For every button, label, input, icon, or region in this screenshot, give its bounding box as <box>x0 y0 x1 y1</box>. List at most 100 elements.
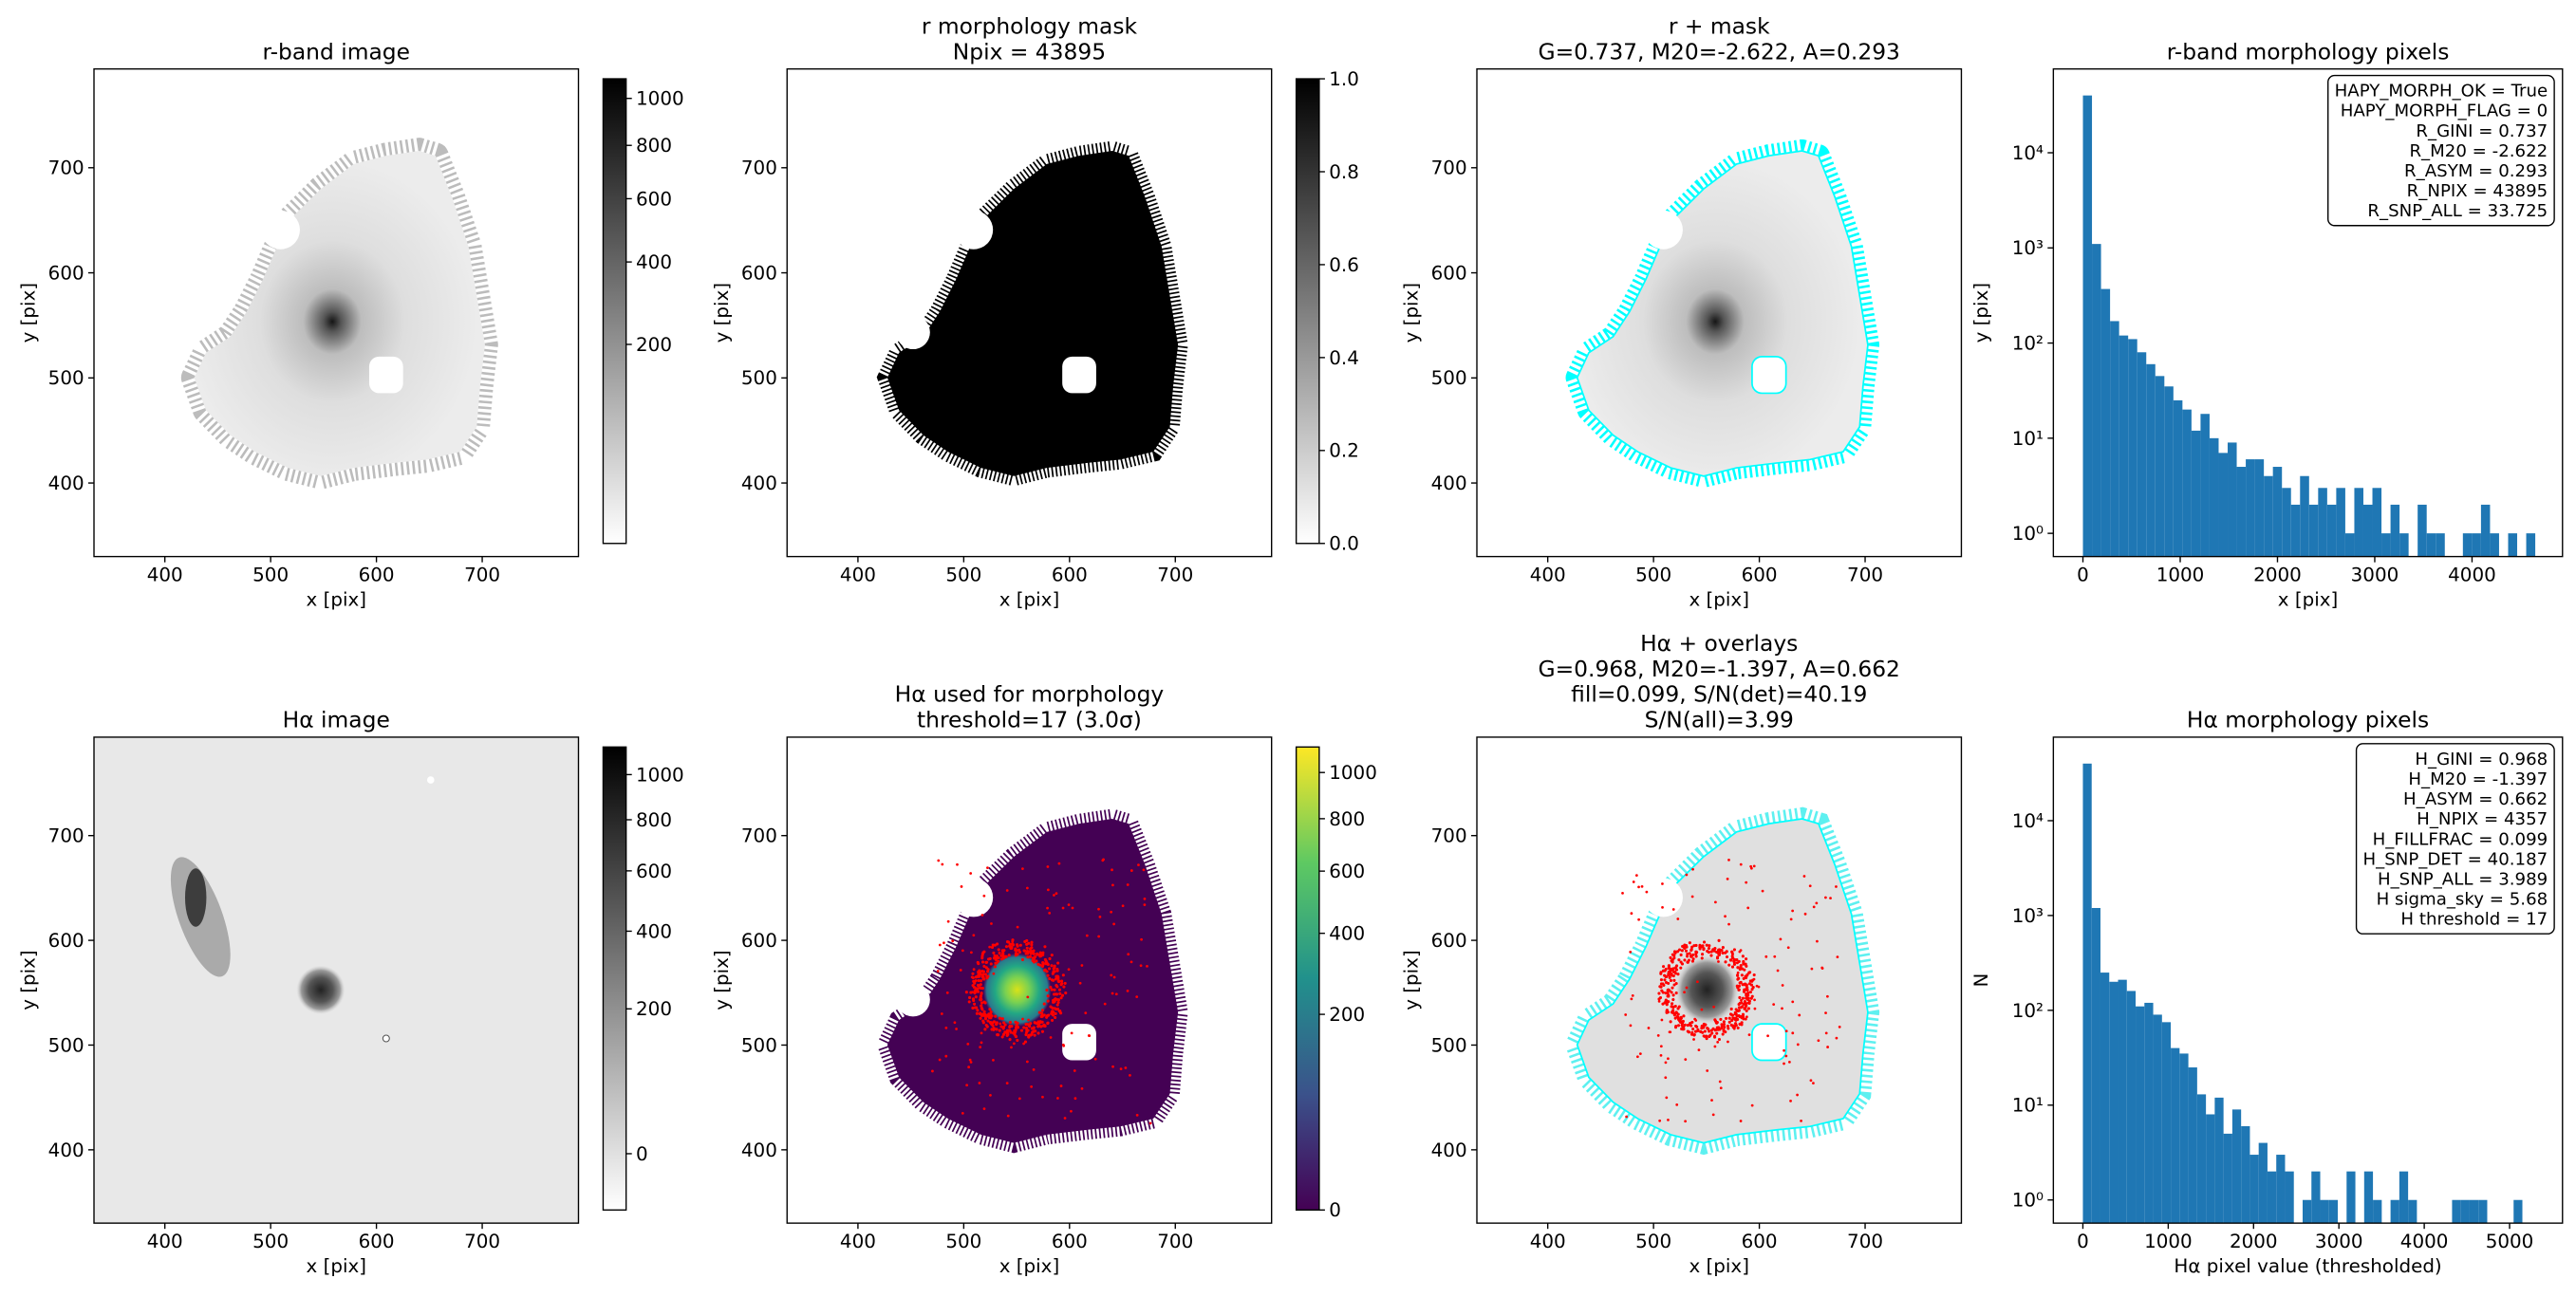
overlay-point <box>1776 969 1780 973</box>
overlay-point <box>1670 1005 1673 1009</box>
overlay-point <box>1671 908 1675 911</box>
chart-title: fill=0.099, S/N(det)=40.19 <box>1571 681 1867 708</box>
overlay-point <box>1744 974 1747 978</box>
overlay-point <box>1700 956 1704 960</box>
y-tick-label: 10³ <box>2012 905 2044 927</box>
overlay-point <box>1054 977 1057 981</box>
overlay-point <box>973 1002 977 1006</box>
overlay-point <box>979 979 983 983</box>
overlay-point <box>1715 1031 1719 1035</box>
overlay-point <box>1729 1007 1733 1011</box>
overlay-point <box>1665 1003 1669 1007</box>
overlay-point <box>972 998 976 1003</box>
overlay-point <box>1016 925 1019 929</box>
overlay-point <box>1727 963 1731 967</box>
overlay-point <box>972 968 976 972</box>
overlay-point <box>1683 947 1687 951</box>
bar <box>2318 488 2327 557</box>
overlay-point <box>971 991 974 994</box>
bar <box>2191 430 2201 557</box>
bar <box>2236 467 2247 557</box>
y-tick-label: 10⁴ <box>2012 142 2044 164</box>
overlay-point <box>1026 995 1030 999</box>
overlay-point <box>1060 982 1064 986</box>
overlay-point <box>1669 955 1672 959</box>
overlay-point <box>1071 906 1074 910</box>
overlay-point <box>1761 889 1764 893</box>
overlay-point <box>1053 988 1056 991</box>
overlay-point <box>1663 978 1667 982</box>
colorbar-tick-label: 1.0 <box>1329 68 1359 90</box>
overlay-point <box>1688 952 1691 955</box>
overlay-point <box>1747 1033 1751 1036</box>
x-tick-label: 400 <box>147 565 183 586</box>
bar <box>2326 504 2337 557</box>
overlay-point <box>1690 895 1694 899</box>
mask-notch <box>896 315 930 350</box>
overlay-point <box>968 995 972 1000</box>
bar <box>2126 991 2137 1224</box>
colorbar-tick-label: 600 <box>636 861 672 882</box>
overlay-point <box>986 1019 990 1023</box>
overlay-point <box>1056 1001 1060 1005</box>
colorbar-tick-label: 800 <box>1329 808 1365 830</box>
overlay-point <box>1046 888 1050 892</box>
overlay-point <box>989 1022 993 1026</box>
overlay-point <box>1024 1026 1029 1030</box>
overlay-point <box>1657 991 1661 995</box>
overlay-point <box>980 960 985 964</box>
overlay-point <box>1014 1028 1017 1032</box>
overlay-point <box>1101 859 1105 862</box>
overlay-point <box>1673 1026 1678 1029</box>
overlay-point <box>1824 896 1827 899</box>
overlay-point <box>1033 1033 1036 1037</box>
overlay-point <box>970 975 974 979</box>
overlay-point <box>1006 1114 1010 1118</box>
overlay-point <box>989 1010 993 1014</box>
panel: 0 1000 2000 3000 4000 10⁰ 10¹ 10² 10³ 10⁴ x [pix] y… <box>1970 38 2564 611</box>
overlay-point <box>1671 993 1675 997</box>
overlay-point <box>1047 1013 1051 1017</box>
overlay-point <box>986 866 989 869</box>
overlay-point <box>989 1094 992 1097</box>
bar <box>2228 442 2237 557</box>
overlay-point <box>1645 890 1649 894</box>
overlay-point <box>1829 897 1832 900</box>
overlay-point <box>973 991 977 994</box>
y-tick-label: 400 <box>48 472 84 494</box>
overlay-point <box>1708 944 1711 948</box>
mask-hole <box>368 356 403 394</box>
overlay-point <box>1135 995 1139 999</box>
overlay-point <box>1694 954 1698 958</box>
overlay-point <box>1005 1082 1009 1085</box>
overlay-point <box>1738 995 1742 1000</box>
overlay-point <box>983 1017 988 1021</box>
overlay-point <box>1720 949 1724 953</box>
overlay-point <box>1667 993 1671 997</box>
overlay-point <box>1022 1042 1025 1046</box>
overlay-point <box>992 1058 995 1062</box>
overlay-point <box>1727 1020 1731 1024</box>
overlay-point <box>1737 1002 1741 1007</box>
overlay-point <box>993 943 997 947</box>
mask-notch <box>954 210 994 250</box>
x-tick-label: 400 <box>1530 565 1566 586</box>
overlay-point <box>1779 937 1783 941</box>
overlay-point <box>1745 880 1748 884</box>
overlay-point <box>1054 1015 1057 1020</box>
overlay-point <box>1112 922 1115 926</box>
annotation-line: H_M20 = -1.397 <box>2408 769 2548 789</box>
overlay-point <box>1067 968 1071 972</box>
bar <box>2381 533 2391 557</box>
overlay-point <box>1736 971 1740 974</box>
overlay-point <box>1146 964 1148 968</box>
overlay-point <box>1816 939 1819 943</box>
bar <box>2218 453 2229 557</box>
overlay-point <box>1030 1084 1034 1088</box>
bar <box>2188 1067 2197 1224</box>
x-tick-label: 2000 <box>2230 1231 2278 1252</box>
overlay-point <box>1727 1016 1731 1020</box>
overlay-point <box>1659 1045 1663 1048</box>
overlay-point <box>1135 1113 1139 1117</box>
annotation-box <box>2355 743 2555 935</box>
